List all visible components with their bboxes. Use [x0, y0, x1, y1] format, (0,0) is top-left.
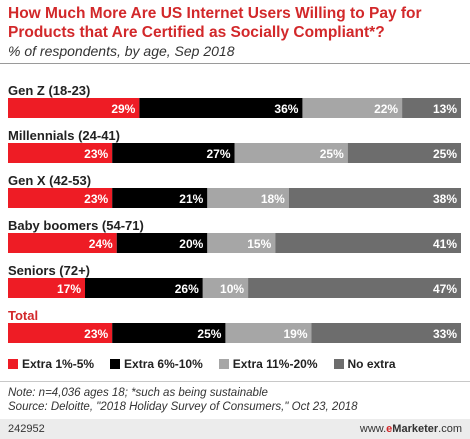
value-label-gen-x-42-53-extra-11-20: 18%	[261, 192, 285, 206]
category-label-millennials-24-41: Millennials (24-41)	[8, 128, 120, 143]
bar-segment-baby-boomers-54-71-extra-6-10	[116, 233, 208, 253]
bar-segment-baby-boomers-54-71-extra-11-20	[207, 233, 276, 253]
legend-label-no-extra: No extra	[347, 357, 396, 371]
value-label-baby-boomers-54-71-extra-1-5: 24%	[89, 237, 113, 251]
note-text: Note: n=4,036 ages 18; *such as being su…	[8, 387, 268, 399]
chart-subtitle: % of respondents, by age, Sep 2018	[8, 43, 235, 59]
bar-segment-millennials-24-41-extra-1-5	[8, 143, 113, 163]
legend-label-extra-6-10: Extra 6%-10%	[124, 357, 203, 371]
value-label-seniors-72-no-extra: 47%	[433, 282, 457, 296]
category-label-baby-boomers-54-71: Baby boomers (54-71)	[8, 218, 144, 233]
legend-item-extra-11-20: Extra 11%-20%	[218, 357, 318, 371]
brand-name: Marketer	[392, 423, 439, 435]
bar-segment-baby-boomers-54-71-no-extra	[275, 233, 461, 253]
value-label-gen-z-18-23-extra-6-10: 36%	[274, 102, 298, 116]
emarketer-logo[interactable]: www.eMarketer.com	[360, 423, 462, 435]
legend-item-extra-1-5: Extra 1%-5%	[8, 357, 94, 371]
bar-segment-gen-x-42-53-no-extra	[288, 188, 461, 208]
bar-segment-gen-z-18-23-extra-1-5	[8, 98, 140, 118]
legend-swatch-extra-11-20	[218, 359, 229, 369]
bar-segment-gen-x-42-53-extra-6-10	[112, 188, 208, 208]
notes-divider	[0, 381, 470, 382]
bar-segment-millennials-24-41-no-extra	[347, 143, 461, 163]
legend-item-no-extra: No extra	[333, 357, 396, 371]
legend-label-extra-11-20: Extra 11%-20%	[232, 357, 318, 371]
value-label-total-extra-6-10: 25%	[197, 327, 221, 341]
bar-segment-total-no-extra	[311, 323, 461, 343]
bar-segment-baby-boomers-54-71-extra-1-5	[8, 233, 117, 253]
brand-suffix: .com	[438, 423, 462, 435]
bar-segment-seniors-72-extra-1-5	[8, 278, 86, 298]
chart-notes: Note: n=4,036 ages 18; *such as being su…	[8, 386, 358, 414]
value-label-gen-x-42-53-no-extra: 38%	[433, 192, 457, 206]
bar-segment-seniors-72-extra-6-10	[85, 278, 203, 298]
category-label-gen-z-18-23: Gen Z (18-23)	[8, 83, 90, 98]
value-label-gen-z-18-23-no-extra: 13%	[433, 102, 457, 116]
stacked-bar-chart: Gen Z (18-23) 29% 36% 22% 13% Millennials (24…	[8, 83, 461, 343]
chart-legend: Extra 1%-5% Extra 6%-10% Extra 11%-20% N…	[8, 357, 412, 371]
bar-segment-seniors-72-no-extra	[248, 278, 461, 298]
bar-segment-gen-z-18-23-no-extra	[402, 98, 461, 118]
bar-segment-total-extra-6-10	[112, 323, 226, 343]
value-label-millennials-24-41-extra-6-10: 27%	[206, 147, 230, 161]
value-label-seniors-72-extra-1-5: 17%	[57, 282, 81, 296]
legend-label-extra-1-5: Extra 1%-5%	[22, 357, 95, 371]
value-label-millennials-24-41-extra-1-5: 23%	[84, 147, 108, 161]
legend-swatch-no-extra	[333, 359, 344, 369]
value-label-gen-x-42-53-extra-6-10: 21%	[179, 192, 203, 206]
chart-id: 242952	[8, 423, 45, 435]
value-label-total-extra-1-5: 23%	[84, 327, 108, 341]
value-label-total-extra-11-20: 19%	[283, 327, 307, 341]
value-label-gen-z-18-23-extra-1-5: 29%	[111, 102, 135, 116]
brand-prefix: www.	[359, 423, 387, 435]
bar-segment-total-extra-1-5	[8, 323, 113, 343]
source-text: Source: Deloitte, "2018 Holiday Survey o…	[8, 401, 358, 413]
value-label-millennials-24-41-extra-11-20: 25%	[320, 147, 344, 161]
category-label-total: Total	[8, 308, 38, 323]
value-label-baby-boomers-54-71-no-extra: 41%	[433, 237, 457, 251]
bar-segment-gen-x-42-53-extra-1-5	[8, 188, 113, 208]
chart-title: How Much More Are US Internet Users Will…	[8, 5, 422, 41]
value-label-baby-boomers-54-71-extra-6-10: 20%	[179, 237, 203, 251]
legend-item-extra-6-10: Extra 6%-10%	[110, 357, 203, 371]
legend-swatch-extra-1-5	[8, 359, 18, 369]
footer-bar: 242952 www.eMarketer.com	[0, 419, 470, 439]
brand-accent: e	[386, 423, 393, 435]
bar-segment-seniors-72-extra-11-20	[202, 278, 249, 298]
title-divider	[0, 63, 470, 64]
value-label-seniors-72-extra-6-10: 26%	[175, 282, 199, 296]
bar-segment-gen-z-18-23-extra-6-10	[139, 98, 303, 118]
value-label-gen-z-18-23-extra-11-20: 22%	[374, 102, 398, 116]
bar-segment-gen-x-42-53-extra-11-20	[207, 188, 289, 208]
value-label-gen-x-42-53-extra-1-5: 23%	[84, 192, 108, 206]
value-label-millennials-24-41-no-extra: 25%	[433, 147, 457, 161]
value-label-baby-boomers-54-71-extra-11-20: 15%	[247, 237, 271, 251]
bar-segment-millennials-24-41-extra-6-10	[112, 143, 235, 163]
value-label-total-no-extra: 33%	[433, 327, 457, 341]
category-label-seniors-72: Seniors (72+)	[8, 263, 90, 278]
bar-segment-millennials-24-41-extra-11-20	[234, 143, 348, 163]
legend-swatch-extra-6-10	[110, 359, 121, 369]
bar-segment-total-extra-11-20	[225, 323, 312, 343]
category-label-gen-x-42-53: Gen X (42-53)	[8, 173, 91, 188]
bar-segment-gen-z-18-23-extra-11-20	[302, 98, 403, 118]
value-label-seniors-72-extra-11-20: 10%	[220, 282, 244, 296]
